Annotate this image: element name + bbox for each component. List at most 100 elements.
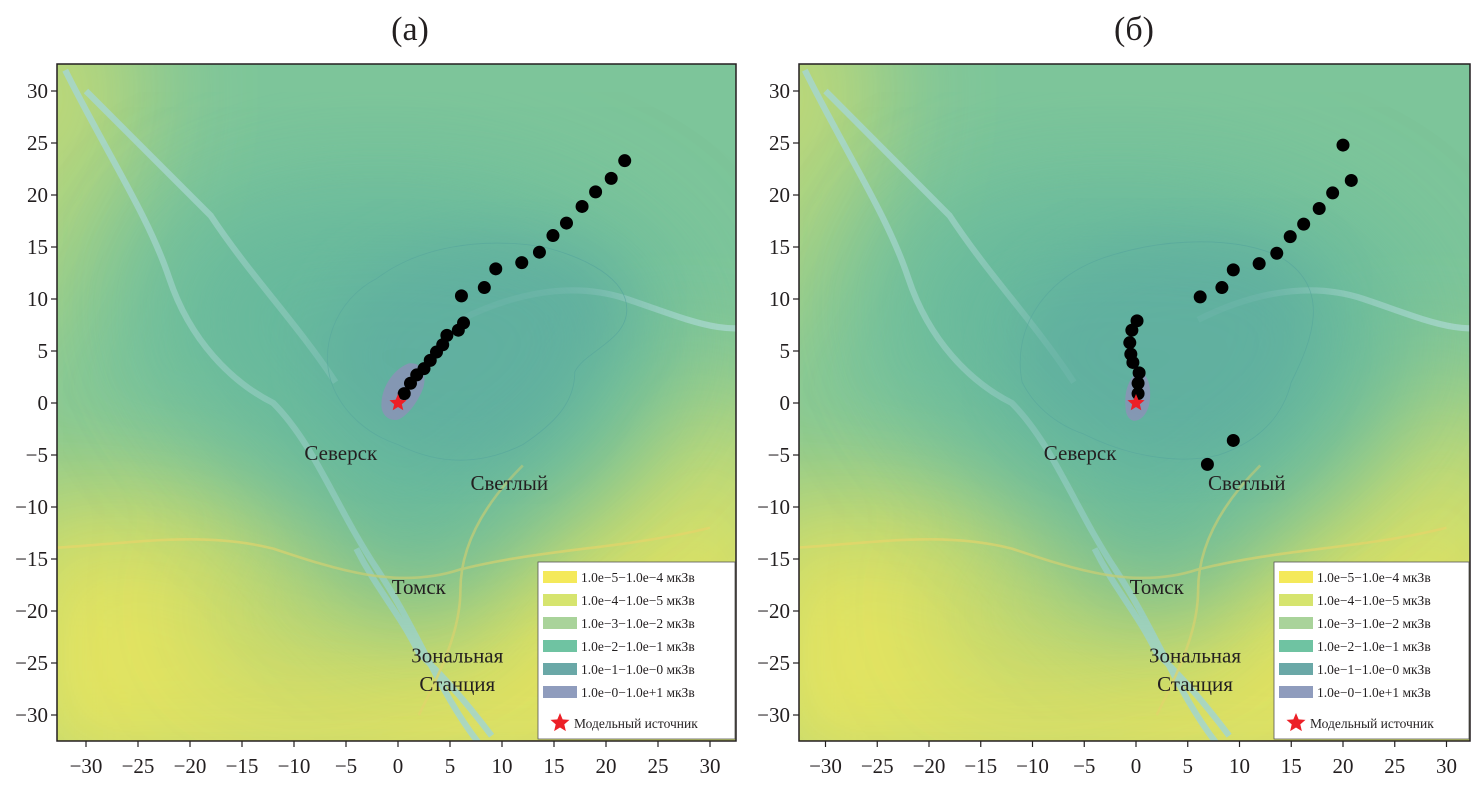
panel-b-legend-swatch (1279, 571, 1313, 583)
panel-b-legend-swatch (1279, 663, 1313, 675)
panel-a-city-label: Зональная (411, 644, 503, 668)
panel-b-x-tick-label: −25 (861, 754, 894, 778)
panel-a-source-star-icon (389, 394, 407, 411)
panel-a-legend-label: 1.0e−0−1.0e+1 мкЗв (581, 685, 695, 700)
panel-b-map: −30 −25 −20 −15 −10 −5 0 5 10 15 20 25 30 −30 −25 −20 −1… (722, 0, 1479, 786)
panel-b-legend-source-label: Модельный источник (1310, 716, 1434, 731)
panel-a-x-tick-label: 15 (544, 754, 565, 778)
panel-a-x-tick-label: −25 (122, 754, 155, 778)
panel-b-terrain (722, 0, 1479, 786)
panel-a-x-tick-label: 0 (393, 754, 404, 778)
panel-b-legend-swatch (1279, 594, 1313, 606)
panel-a-trajectory-point (604, 171, 618, 185)
panel-a-legend-label: 1.0e−4−1.0e−5 мкЗв (581, 593, 695, 608)
panel-b-y-tick-label: −30 (757, 703, 790, 727)
panel-a-trajectory-point (477, 281, 491, 295)
panel-a-trajectory-point (457, 316, 471, 330)
panel-b-trajectory-point (1336, 138, 1350, 152)
panel-a-trajectory-point (618, 154, 632, 168)
panel-a-legend-swatch (543, 686, 577, 698)
panel-a-legend-label: 1.0e−3−1.0e−2 мкЗв (581, 616, 695, 631)
panel-b-trajectory-point (1344, 173, 1358, 187)
panel-a-y-tick-label: −25 (15, 651, 48, 675)
panel-b-y-tick-label: −10 (757, 495, 790, 519)
panel-a-x-tick-label: 30 (700, 754, 721, 778)
panel-b-legend-label: 1.0e−5−1.0e−4 мкЗв (1317, 570, 1431, 585)
panel-b-trajectory-point (1124, 347, 1138, 361)
panel-b-y-tick-label: 10 (769, 287, 790, 311)
panel-a-trajectory-point (397, 387, 411, 401)
panel-a-y-tick-label: 0 (38, 391, 49, 415)
panel-b-y-tick-label: 25 (769, 131, 790, 155)
panel-a-trajectory-point (589, 185, 603, 199)
panel-a-trajectory-point (440, 328, 454, 342)
panel-b-y-tick-label: 20 (769, 183, 790, 207)
panel-a-legend-swatch (543, 594, 577, 606)
panel-a-legend-swatch (543, 617, 577, 629)
panel-b-legend-label: 1.0e−2−1.0e−1 мкЗв (1317, 639, 1431, 654)
panel-a-legend-swatch (543, 640, 577, 652)
panel-b-x-tick-label: 15 (1281, 754, 1302, 778)
panel-b-legend-label: 1.0e−0−1.0e+1 мкЗв (1317, 685, 1431, 700)
panel-a-label: (а) (391, 11, 429, 48)
panel-b-trajectory-point (1252, 257, 1266, 271)
panel-a-y-tick-label: −30 (15, 703, 48, 727)
panel-a-y-tick-label: −10 (15, 495, 48, 519)
panel-b-x-tick-label: 30 (1436, 754, 1457, 778)
panel-b-y-tick-label: 0 (780, 391, 791, 415)
panel-b-trajectory-point (1215, 281, 1229, 295)
panel-a-y-tick-label: 20 (27, 183, 48, 207)
panel-a-x-tick-label: 25 (648, 754, 669, 778)
panel-b-x-tick-label: −5 (1073, 754, 1095, 778)
panel-b-trajectory-point (1226, 263, 1240, 277)
panel-a-legend: 1.0e−5−1.0e−4 мкЗв 1.0e−4−1.0e−5 мкЗв 1.0e… (537, 561, 736, 740)
panel-b-x-tick-label: −10 (1016, 754, 1049, 778)
panel-b-city-label: Томск (1130, 575, 1185, 599)
panel-a-map: −30 −25 −20 −15 −10 −5 0 5 10 15 20 25 30 −30 −25 −20 −1… (15, 63, 737, 778)
panel-a-city-label: Северск (304, 441, 378, 465)
panel-a-y-tick-label: 25 (27, 131, 48, 155)
panel-a-city-label: Станция (419, 672, 495, 696)
panel-a-y-tick-label: 15 (27, 235, 48, 259)
panel-b-legend-swatch (1279, 640, 1313, 652)
panel-b-trajectory-point (1123, 336, 1137, 350)
panel-b-trajectory-point (1193, 290, 1207, 304)
panel-b-trajectory-point (1326, 186, 1340, 200)
panel-a-y-tick-label: 30 (27, 79, 48, 103)
panel-a-x-tick-label: −10 (278, 754, 311, 778)
panel-a-y-tick-label: −5 (26, 443, 48, 467)
panel-b-trajectory-point (1297, 217, 1311, 231)
panel-a-x-tick-label: −15 (226, 754, 259, 778)
panel-b-city-label: Станция (1157, 672, 1233, 696)
panel-b-y-tick-label: 30 (769, 79, 790, 103)
panel-b-legend: 1.0e−5−1.0e−4 мкЗв 1.0e−4−1.0e−5 мкЗв 1.0e… (1273, 561, 1470, 740)
panel-b-x-tick-label: −30 (809, 754, 842, 778)
panel-a-y-tick-label: 5 (38, 339, 49, 363)
panel-a-x-tick-label: 5 (445, 754, 456, 778)
panel-b-x-tick-label: 20 (1333, 754, 1354, 778)
panel-a-legend-source-label: Модельный источник (574, 716, 698, 731)
panel-a-legend-swatch (543, 663, 577, 675)
panel-b-y-tick-label: 15 (769, 235, 790, 259)
panel-b-label: (б) (1114, 11, 1154, 48)
panel-b-legend-star-icon (1286, 713, 1306, 732)
panel-b-legend-label: 1.0e−3−1.0e−2 мкЗв (1317, 616, 1431, 631)
panel-b-trajectory-point (1130, 314, 1144, 328)
panel-a-trajectory-point (575, 199, 589, 213)
panel-b-trajectory-point (1131, 376, 1145, 390)
panel-b-city-label: Северск (1044, 441, 1118, 465)
panel-b-x-tick-label: −20 (913, 754, 946, 778)
panel-a-legend-label: 1.0e−2−1.0e−1 мкЗв (581, 639, 695, 654)
panel-a-trajectory-point (546, 229, 560, 243)
panel-a-zone-outer (152, 194, 665, 633)
panel-a-y-tick-label: 10 (27, 287, 48, 311)
panel-b-city-label: Зональная (1149, 644, 1241, 668)
panel-b-y-tick-label: 5 (780, 339, 791, 363)
panel-a-x-tick-label: 20 (596, 754, 617, 778)
panel-b-legend-label: 1.0e−4−1.0e−5 мкЗв (1317, 593, 1431, 608)
panel-a-legend-label: 1.0e−5−1.0e−4 мкЗв (581, 570, 695, 585)
panel-b-legend-swatch (1279, 617, 1313, 629)
panel-a-city-label: Томск (392, 575, 447, 599)
panel-b-trajectory-point (1312, 202, 1326, 216)
